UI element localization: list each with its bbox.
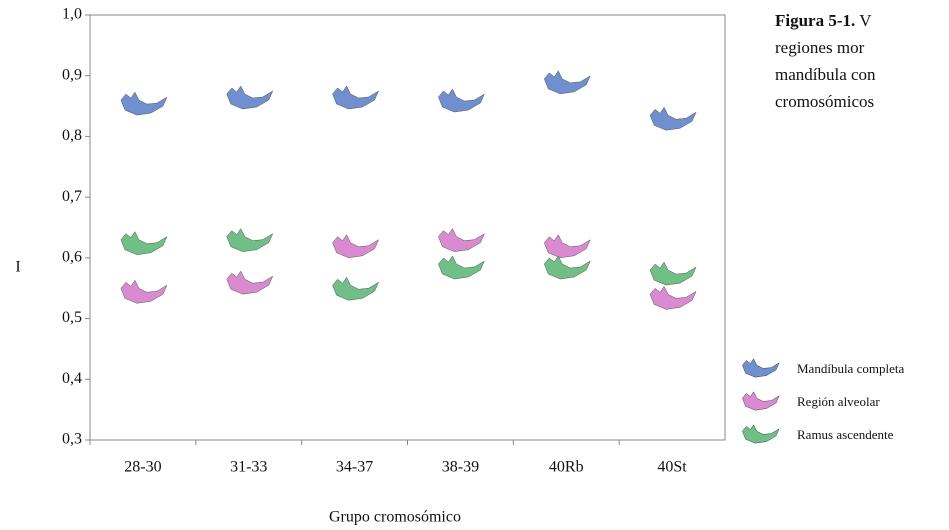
plot-frame xyxy=(90,15,725,440)
y-tick-label: 0,5 xyxy=(62,309,82,326)
legend-icon xyxy=(742,425,779,443)
y-tick-label: 0,4 xyxy=(62,370,82,387)
legend-label: Región alveolar xyxy=(797,394,880,409)
caption-line: Figura 5-1. V xyxy=(775,11,872,30)
mandible-marker xyxy=(121,92,167,115)
x-tick-label: 38-39 xyxy=(442,459,479,476)
x-axis-label: Grupo cromosómico xyxy=(329,509,461,526)
x-tick-label: 34-37 xyxy=(336,459,373,476)
caption-line: mandíbula con xyxy=(775,65,876,84)
caption-line: regiones mor xyxy=(775,38,865,57)
x-tick-label: 40St xyxy=(657,459,687,476)
mandible-marker xyxy=(121,232,167,255)
y-axis-label: I xyxy=(15,259,20,276)
mandible-marker xyxy=(121,280,167,303)
x-tick-label: 40Rb xyxy=(549,459,584,476)
y-tick-label: 0,8 xyxy=(62,127,82,144)
mandible-marker xyxy=(438,229,484,252)
y-tick-label: 0,6 xyxy=(62,249,82,266)
legend-label: Ramus ascendente xyxy=(797,427,894,442)
mandible-marker xyxy=(438,256,484,279)
mandible-marker xyxy=(438,89,484,112)
mandible-marker xyxy=(650,262,696,285)
y-tick-label: 0,3 xyxy=(62,431,82,448)
mandible-marker xyxy=(544,256,590,279)
mandible-marker xyxy=(227,271,273,294)
legend-icon xyxy=(742,359,779,377)
mandible-marker xyxy=(544,71,590,94)
mandible-marker xyxy=(650,107,696,130)
y-tick-label: 0,9 xyxy=(62,66,82,83)
legend-label: Mandíbula completa xyxy=(797,361,904,376)
mandible-marker xyxy=(333,277,379,300)
x-tick-label: 31-33 xyxy=(230,459,267,476)
chart: I Grupo cromosómico Figura 5-1. V region… xyxy=(0,0,949,530)
caption-text: V xyxy=(855,11,872,30)
mandible-marker xyxy=(544,235,590,258)
y-tick-label: 1,0 xyxy=(62,6,82,23)
legend-icon xyxy=(742,392,779,410)
caption-bold: Figura 5-1. xyxy=(775,11,855,30)
mandible-marker xyxy=(650,286,696,309)
mandible-marker xyxy=(227,86,273,109)
x-tick-label: 28-30 xyxy=(124,459,161,476)
caption-line: cromosómicos xyxy=(775,92,874,111)
mandible-marker xyxy=(333,235,379,258)
mandible-marker xyxy=(227,229,273,252)
mandible-marker xyxy=(333,86,379,109)
y-tick-label: 0,7 xyxy=(62,188,82,205)
